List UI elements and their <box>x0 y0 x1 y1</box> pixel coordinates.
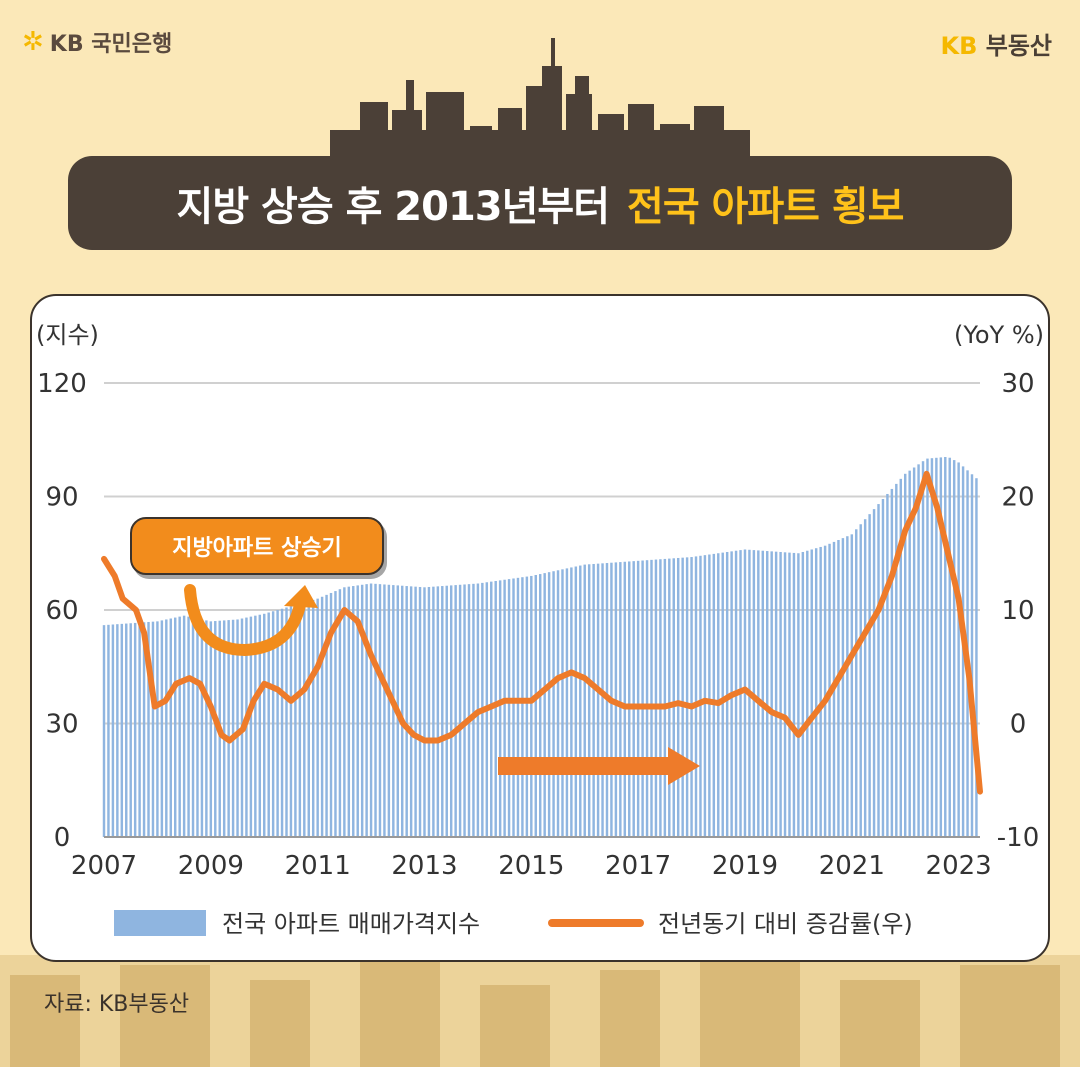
kb-bank-logo-text: KB 국민은행 <box>49 32 173 57</box>
kb-bank-logo: ✲ KB 국민은행 <box>22 26 172 58</box>
title-banner: 지방 상승 후 2013년부터 전국 아파트 횡보 <box>68 156 1012 250</box>
title-highlight-text: 전국 아파트 횡보 <box>627 184 904 230</box>
kb-brand-text: 부동산 <box>985 32 1052 60</box>
kb-star-icon: ✲ <box>22 27 44 57</box>
title-white-text: 지방 상승 후 2013년부터 <box>176 184 611 230</box>
callout-rising-period: 지방아파트 상승기 <box>130 517 384 575</box>
bottom-city-icon <box>0 955 1080 1067</box>
kb-real-estate-logo: KB 부동산 <box>941 26 1053 61</box>
city-skyline-icon <box>330 38 750 170</box>
kb-brand-mark: KB <box>940 32 978 60</box>
chart-card <box>30 294 1050 962</box>
source-note: 자료: KB부동산 <box>44 992 190 1017</box>
